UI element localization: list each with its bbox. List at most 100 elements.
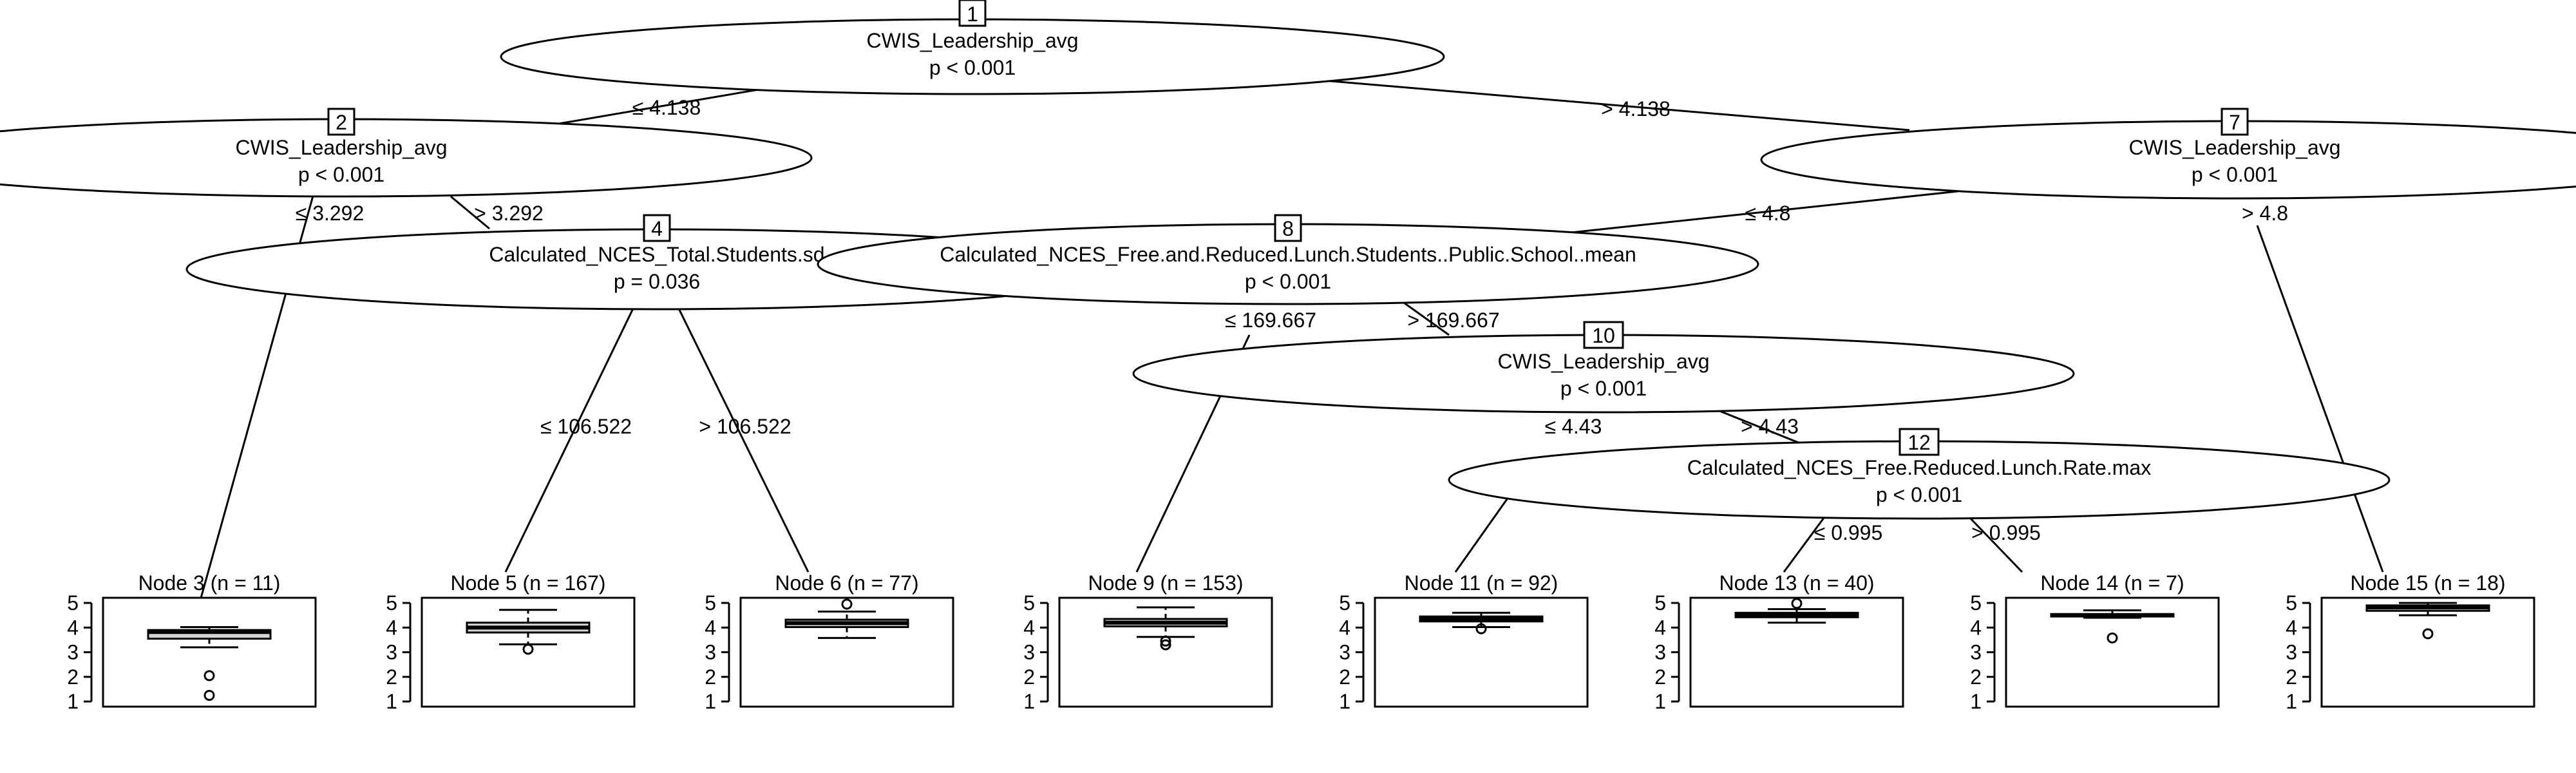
node-id-box — [958, 0, 987, 27]
y-tick-label: 2 — [1970, 665, 1982, 689]
node-variable: CWIS_Leadership_avg — [235, 136, 447, 159]
y-tick-label: 4 — [705, 616, 716, 639]
outlier-point — [522, 644, 534, 655]
terminal-frame — [421, 596, 636, 708]
y-tick-label: 5 — [2286, 591, 2297, 615]
y-tick-label: 2 — [386, 665, 397, 689]
terminal-title: Node 15 (n = 18) — [2350, 571, 2505, 595]
y-tick-label: 1 — [67, 690, 79, 713]
edge-7-8 — [1564, 190, 1958, 234]
y-tick-label: 2 — [1654, 665, 1666, 689]
y-tick-label: 4 — [1654, 616, 1666, 639]
terminal-frame — [739, 596, 954, 708]
outlier-point — [1160, 635, 1171, 647]
y-tick-label: 5 — [1023, 591, 1035, 615]
edge-4-6 — [676, 305, 810, 573]
node-id-box — [1274, 214, 1302, 242]
node-id: 4 — [651, 217, 663, 240]
y-tick-label: 5 — [1654, 591, 1666, 615]
node-id: 8 — [1282, 217, 1294, 240]
edge-1-7 — [1300, 77, 1910, 131]
y-tick-label: 5 — [386, 591, 397, 615]
inner-node-8: 8 Calculated_NCES_Free.and.Reduced.Lunch… — [817, 214, 1759, 305]
node-pvalue: p < 0.001 — [2192, 163, 2278, 186]
y-tick-label: 2 — [1023, 665, 1035, 689]
node-id: 12 — [1908, 431, 1931, 454]
edge-label-1-7: > 4.138 — [1601, 97, 1671, 120]
y-tick-label: 1 — [2286, 690, 2297, 713]
inner-node-12: 12 Calculated_NCES_Free.Reduced.Lunch.Ra… — [1448, 428, 2391, 520]
y-tick-label: 3 — [705, 641, 716, 664]
node-id-box — [327, 108, 355, 136]
node-id: 2 — [336, 111, 347, 134]
inner-node-2: 2 CWIS_Leadership_avg p < 0.001 — [0, 108, 813, 198]
y-tick-label: 2 — [1339, 665, 1350, 689]
y-tick-label: 1 — [1654, 690, 1666, 713]
y-tick-label: 2 — [67, 665, 79, 689]
terminal-title: Node 5 (n = 167) — [450, 571, 605, 595]
y-tick-label: 3 — [2286, 641, 2297, 664]
node-variable: Calculated_NCES_Free.Reduced.Lunch.Rate.… — [1687, 456, 2151, 479]
node-id-box — [1899, 428, 1940, 456]
y-tick-label: 1 — [1023, 690, 1035, 713]
y-tick-label: 4 — [1339, 616, 1350, 639]
edge-8-10 — [1403, 301, 1450, 336]
y-tick-label: 5 — [1970, 591, 1982, 615]
node-variable: CWIS_Leadership_avg — [1497, 350, 1709, 373]
edge-label-4-6: > 106.522 — [699, 415, 791, 438]
y-tick-label: 1 — [1970, 690, 1982, 713]
terminal-title: Node 11 (n = 92) — [1405, 571, 1558, 595]
outlier-point — [1791, 598, 1803, 609]
node-id: 1 — [967, 3, 978, 26]
y-tick-label: 5 — [1339, 591, 1350, 615]
outlier-point — [841, 598, 853, 610]
y-tick-label: 1 — [386, 690, 397, 713]
y-tick-label: 4 — [1023, 616, 1035, 639]
y-tick-label: 5 — [705, 591, 716, 615]
terminal-title: Node 3 (n = 11) — [138, 571, 281, 595]
y-tick-label: 3 — [1970, 641, 1982, 664]
edge-label-7-8: ≤ 4.8 — [1745, 202, 1791, 225]
edge-label-12-14: > 0.995 — [1971, 521, 2041, 544]
outlier-point — [204, 670, 215, 682]
terminal-title: Node 6 (n = 77) — [775, 571, 918, 595]
edge-4-5 — [504, 305, 636, 573]
outlier-point — [1160, 639, 1171, 651]
node-pvalue: p < 0.001 — [929, 56, 1016, 79]
edge-2-4 — [450, 195, 490, 230]
edge-label-8-10: > 169.667 — [1407, 309, 1499, 332]
outlier-point — [1475, 623, 1487, 635]
y-tick-label: 5 — [67, 591, 79, 615]
edge-10-12 — [1716, 408, 1804, 446]
edge-12-13 — [1783, 515, 1827, 573]
edge-1-2 — [547, 87, 767, 127]
edge-label-2-3: ≤ 3.292 — [296, 202, 365, 225]
inner-nodes: 1 CWIS_Leadership_avg p < 0.001 2 CWIS_L… — [0, 0, 2576, 520]
outlier-point — [204, 689, 215, 701]
edge-label-10-11: ≤ 4.43 — [1545, 415, 1602, 438]
node-pvalue: p < 0.001 — [1245, 270, 1331, 293]
edge-label-10-12: > 4.43 — [1741, 415, 1799, 438]
y-tick-label: 3 — [67, 641, 79, 664]
y-tick-label: 1 — [705, 690, 716, 713]
y-tick-label: 3 — [1654, 641, 1666, 664]
edge-label-4-5: ≤ 106.522 — [540, 415, 632, 438]
node-pvalue: p < 0.001 — [1560, 377, 1647, 400]
node-id-box — [643, 214, 671, 242]
inner-node-7: 7 CWIS_Leadership_avg p < 0.001 — [1760, 108, 2576, 200]
node-id: 10 — [1592, 324, 1615, 347]
y-tick-label: 3 — [1023, 641, 1035, 664]
node-id-box — [1583, 321, 1624, 349]
y-tick-label: 3 — [386, 641, 397, 664]
node-variable: CWIS_Leadership_avg — [866, 29, 1078, 52]
